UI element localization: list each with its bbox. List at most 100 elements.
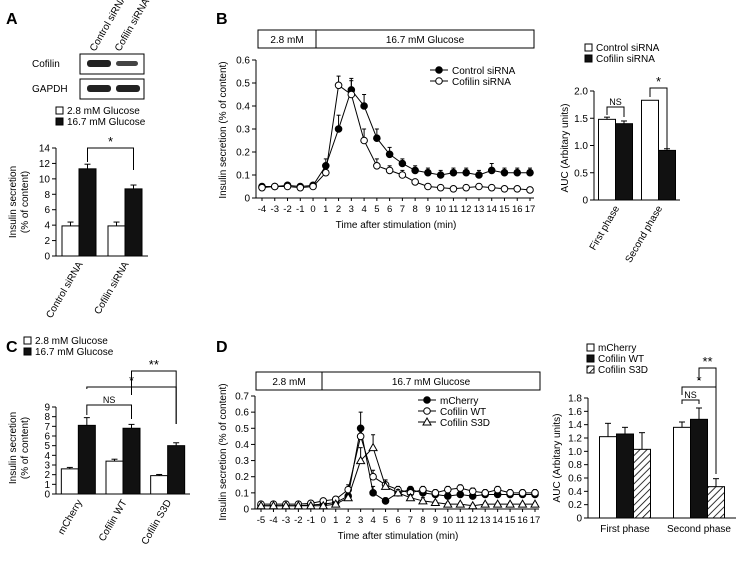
significance-bracket-label: **	[702, 354, 712, 369]
data-point	[360, 136, 368, 145]
x-tick-label: -2	[294, 515, 302, 526]
x-tick-label: 13	[480, 515, 491, 526]
data-point	[530, 499, 540, 508]
data-point	[475, 182, 483, 191]
chart-c-y-label: Insulin secretion(% of content)	[8, 412, 31, 484]
chart-d-line-y-tick-label: 0.1	[235, 488, 249, 499]
legend-label: Cofilin siRNA	[452, 77, 511, 88]
data-point	[526, 168, 534, 177]
blot-band-gapdh-control	[87, 85, 111, 92]
data-point	[456, 490, 465, 499]
chart-d-line-y-tick-label: 0.2	[235, 472, 249, 483]
panel-label-c: C	[6, 339, 18, 356]
chart-b-auc-y-label-line: AUC (Arbitary units)	[560, 104, 571, 193]
x-tick-label: 3	[349, 204, 354, 215]
data-point	[481, 489, 489, 497]
data-point	[385, 166, 394, 175]
data-point	[487, 166, 496, 175]
legend-label: mCherry	[440, 396, 478, 407]
data-point	[380, 481, 391, 490]
panel-label-b: B	[216, 11, 228, 28]
x-tick-label: -3	[271, 204, 279, 215]
x-tick-label: 11	[455, 515, 465, 526]
data-point	[505, 499, 515, 508]
bar-d-auc	[690, 418, 708, 519]
chart-d-line-y-tick-label: 0.4	[235, 440, 249, 451]
chart-b-auc-legend-label: Control siRNA	[596, 43, 660, 54]
chart-b-line-x-label: Time after stimulation (min)	[336, 220, 457, 231]
x-tick-label: 12	[461, 204, 472, 215]
data-point	[493, 485, 502, 494]
bar-c	[105, 460, 124, 495]
data-point	[373, 162, 381, 170]
chart-b-line: 00.10.20.30.40.50.6-4 -3 -2 -1 0 1 2 3 4 5 6 7 8 9 10 1…	[218, 56, 535, 232]
bar-a	[78, 168, 97, 257]
chart-b-line-y-tick-label: 0	[244, 194, 250, 205]
data-point	[419, 485, 427, 494]
data-point	[513, 185, 522, 193]
x-tick-label: 13	[474, 204, 485, 215]
x-tick-label: First phase	[600, 524, 650, 535]
chart-b-auc-y-tick-label: 1.5	[574, 114, 588, 125]
data-point	[487, 183, 496, 192]
data-point	[343, 492, 354, 502]
chart-d-auc-legend-label: Cofilin WT	[598, 354, 644, 365]
chart-d-line-y-tick-label: 0.5	[235, 424, 249, 435]
blot-band-cofilin-control	[87, 60, 111, 67]
chart-d-line-y-label: Insulin secretion (% of content)	[218, 383, 229, 520]
data-point	[513, 168, 522, 177]
data-point	[369, 489, 377, 497]
legend-marker	[435, 77, 443, 85]
western-blot: Control siRNA Cofilin siRNA Cofilin GAPD…	[32, 0, 152, 100]
data-point	[398, 159, 407, 168]
chart-b-line-y-tick-label: 0.1	[236, 171, 250, 182]
data-point	[492, 499, 503, 508]
chart-c-y-tick-label: 5	[44, 441, 50, 452]
data-point	[467, 500, 478, 510]
data-point	[355, 455, 366, 465]
chart-a-y-tick-label: 10	[39, 174, 51, 185]
chart-a-y-tick-label: 2	[44, 236, 50, 247]
data-point	[456, 484, 465, 492]
data-point	[444, 485, 452, 494]
data-point	[462, 183, 470, 192]
chart-d-auc-y-tick-label: 0.2	[568, 500, 582, 511]
data-point	[356, 432, 365, 441]
data-point	[455, 499, 466, 508]
x-tick-label: -1	[307, 515, 315, 526]
data-point	[270, 182, 279, 191]
condition-bar-d: 2.8 mM 16.7 mM Glucose	[255, 371, 541, 391]
chart-c-y-tick-label: 8	[44, 412, 50, 423]
data-point	[296, 183, 305, 192]
data-point	[418, 495, 428, 505]
significance-bracket	[131, 370, 177, 424]
chart-c-legend-label: 16.7 mM Glucose	[35, 347, 114, 358]
significance-bracket-label: **	[149, 357, 159, 372]
bar-d-auc	[616, 433, 634, 519]
x-tick-label: 10	[435, 204, 446, 215]
x-tick-label: 8	[412, 204, 417, 215]
bar-d-auc	[633, 448, 651, 519]
data-point	[475, 171, 483, 179]
condition-bar-b-basal-label: 2.8 mM	[270, 35, 303, 46]
data-point	[517, 499, 528, 508]
x-tick-label: 16	[517, 515, 528, 526]
x-tick-label: 7	[408, 515, 413, 526]
chart-c-y-tick-label: 4	[44, 451, 50, 462]
chart-b-auc-y-tick-label: 0.5	[574, 168, 588, 179]
x-tick-label: Control siRNA	[44, 260, 85, 321]
data-point	[334, 125, 343, 133]
chart-b-auc: 0 0.5 1.0 1.5 2.0 First phase Second phase Cont…	[560, 43, 680, 265]
significance-bracket-label: NS	[103, 395, 116, 405]
chart-c-y-tick-label: 3	[44, 461, 50, 472]
significance-bracket-label: NS	[684, 390, 697, 400]
chart-b-auc-legend-swatch	[584, 43, 593, 52]
data-point	[411, 166, 419, 175]
x-tick-label: 5	[383, 515, 388, 526]
x-tick-label: 6	[387, 204, 392, 215]
chart-c-legend-swatch	[23, 336, 32, 345]
data-point	[430, 497, 441, 507]
legend-marker	[423, 396, 431, 404]
